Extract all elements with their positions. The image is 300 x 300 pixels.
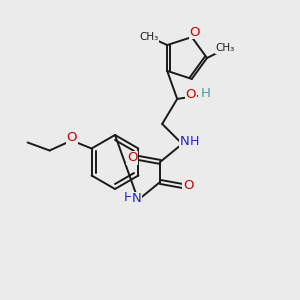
- Text: H: H: [200, 87, 210, 101]
- Text: H: H: [124, 191, 133, 204]
- Text: CH₃: CH₃: [140, 32, 159, 42]
- Text: N: N: [131, 192, 141, 206]
- Text: O: O: [127, 152, 137, 164]
- Text: O: O: [66, 131, 77, 144]
- Text: H: H: [190, 135, 199, 148]
- Text: O: O: [186, 88, 196, 101]
- Text: CH₃: CH₃: [215, 43, 235, 53]
- Text: O: O: [183, 179, 194, 192]
- Text: N: N: [179, 135, 189, 148]
- Text: O: O: [190, 26, 200, 39]
